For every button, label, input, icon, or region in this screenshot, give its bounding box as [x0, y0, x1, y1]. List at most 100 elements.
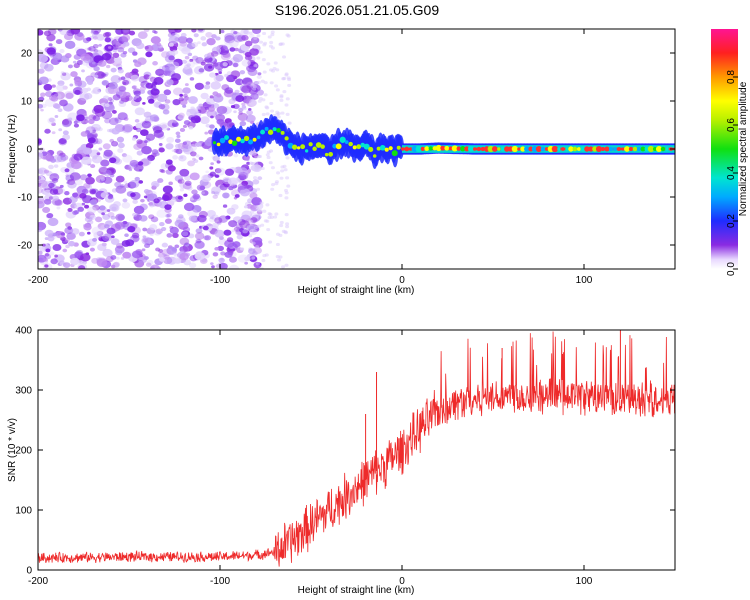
signal-point	[451, 145, 458, 152]
signal-point	[212, 141, 217, 145]
noise-blob	[262, 209, 267, 213]
noise-blob	[244, 256, 251, 262]
signal-point	[473, 147, 477, 151]
noise-blob	[153, 198, 160, 204]
noise-blob	[217, 245, 224, 251]
noise-blob	[48, 182, 55, 188]
noise-blob	[147, 154, 155, 162]
noise-blob	[56, 150, 64, 156]
noise-blob	[216, 118, 224, 125]
noise-blob	[256, 167, 261, 171]
noise-blob	[48, 43, 53, 47]
noise-blob	[191, 189, 198, 195]
noise-blob	[233, 110, 237, 114]
signal-point	[391, 150, 398, 157]
noise-blob	[97, 243, 107, 252]
noise-blob	[204, 106, 209, 111]
noise-blob	[172, 155, 179, 160]
noise-blob	[92, 129, 97, 133]
noise-blob	[239, 121, 247, 127]
noise-blob	[143, 189, 150, 194]
noise-blob	[151, 149, 159, 155]
noise-blob	[115, 123, 120, 128]
noise-blob	[230, 104, 236, 109]
noise-blob	[150, 216, 159, 223]
noise-blob	[256, 74, 262, 79]
signal-point	[300, 144, 306, 150]
noise-blob	[110, 238, 120, 245]
noise-blob	[92, 88, 101, 95]
noise-blob	[260, 223, 265, 227]
noise-blob	[104, 224, 110, 229]
noise-blob	[161, 195, 170, 202]
noise-blob	[255, 262, 260, 266]
noise-blob	[122, 41, 130, 47]
noise-blob	[246, 158, 250, 162]
noise-blob	[51, 131, 56, 135]
signal-point	[231, 140, 238, 146]
noise-blob	[211, 265, 215, 269]
signal-point	[415, 145, 422, 153]
signal-point	[665, 147, 669, 151]
noise-blob	[279, 98, 284, 102]
signal-point	[480, 146, 485, 152]
noise-blob	[67, 207, 73, 212]
noise-blob	[218, 215, 229, 223]
noise-blob	[248, 161, 253, 165]
noise-blob	[271, 69, 276, 73]
noise-blob	[82, 147, 93, 155]
noise-blob	[59, 260, 65, 265]
noise-blob	[140, 129, 149, 136]
signal-point	[308, 142, 313, 147]
noise-blob	[256, 34, 261, 38]
noise-blob	[279, 220, 284, 225]
signal-point	[500, 146, 506, 152]
noise-blob	[267, 215, 272, 220]
noise-blob	[85, 126, 96, 135]
noise-blob	[194, 142, 202, 147]
snr-xtick-label: -200	[28, 576, 48, 587]
noise-blob	[104, 51, 113, 58]
noise-blob	[229, 256, 237, 263]
signal-point	[487, 145, 494, 153]
noise-blob	[185, 37, 193, 44]
noise-blob	[45, 90, 53, 97]
noise-blob	[174, 138, 181, 143]
noise-blob	[169, 66, 176, 72]
noise-blob	[38, 226, 43, 233]
noise-blob	[216, 105, 228, 115]
noise-blob	[152, 29, 157, 34]
noise-blob	[133, 90, 141, 97]
noise-blob	[285, 112, 290, 116]
signal-point	[388, 146, 393, 151]
noise-blob	[43, 198, 52, 205]
noise-blob	[164, 218, 172, 224]
noise-blob	[115, 256, 120, 260]
noise-blob	[285, 156, 290, 160]
noise-blob	[149, 76, 157, 83]
noise-blob	[117, 142, 125, 149]
signal-point	[544, 147, 549, 151]
noise-blob	[169, 32, 180, 42]
noise-blob	[249, 210, 254, 214]
signal-point	[280, 130, 285, 135]
noise-blob	[142, 237, 149, 243]
signal-point	[647, 145, 655, 153]
noise-blob	[214, 246, 219, 251]
noise-blob	[58, 128, 63, 132]
snr-xtick-label: 0	[399, 576, 405, 587]
noise-blob	[118, 85, 126, 92]
noise-blob	[134, 119, 140, 123]
colorbar-label: Normalized spectral amplitude	[738, 81, 749, 216]
noise-blob	[134, 107, 145, 116]
noise-blob	[64, 191, 70, 196]
noise-blob	[53, 172, 58, 177]
noise-blob	[73, 123, 79, 128]
noise-blob	[119, 99, 125, 104]
noise-blob	[191, 29, 197, 33]
colorbar: 0.0 0.2 0.4 0.6 0.8 Normalized spectral ampl…	[711, 29, 749, 276]
noise-blob	[257, 154, 262, 159]
noise-blob	[235, 228, 244, 236]
noise-blob	[76, 114, 85, 122]
noise-blob	[233, 30, 238, 35]
